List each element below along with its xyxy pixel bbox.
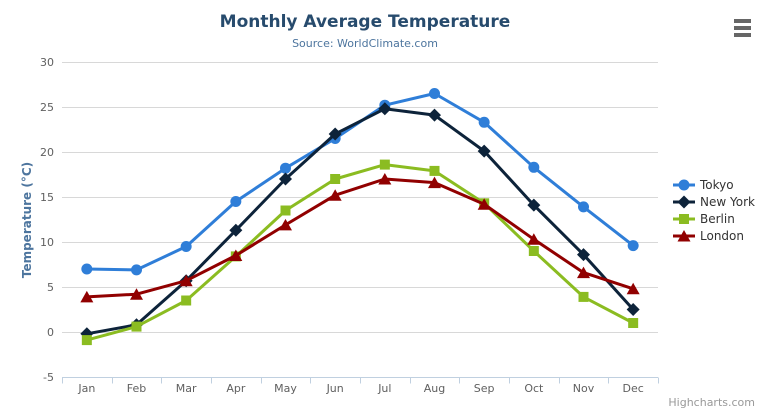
x-axis-label: Dec <box>623 382 644 395</box>
y-axis-label: 15 <box>40 191 54 204</box>
series-new-york <box>80 102 640 341</box>
x-axis-label: Sep <box>474 382 495 395</box>
data-point-tokyo-mar[interactable] <box>180 241 192 252</box>
legend-item-london[interactable]: London <box>673 228 755 244</box>
y-axis-label: 5 <box>47 281 54 294</box>
legend-symbol-marker <box>677 230 691 242</box>
y-axis-label: 20 <box>40 146 54 159</box>
data-point-london-mar[interactable] <box>179 274 193 287</box>
data-point-tokyo-may[interactable] <box>280 162 291 174</box>
legend-symbol <box>673 195 695 209</box>
data-point-london-dec[interactable] <box>626 282 640 295</box>
legend-label: London <box>700 229 744 243</box>
y-axis-label: -5 <box>43 371 54 384</box>
data-point-berlin-jun[interactable] <box>330 174 341 184</box>
x-axis-label: Jun <box>326 382 344 395</box>
x-axis-label: Mar <box>176 382 197 395</box>
data-point-berlin-dec[interactable] <box>628 318 639 328</box>
data-point-new-york-nov[interactable] <box>577 248 590 262</box>
legend-symbol-marker <box>677 195 691 209</box>
y-axis-label: 25 <box>40 101 54 114</box>
series-tokyo <box>81 88 639 276</box>
data-point-london-nov[interactable] <box>577 266 590 279</box>
data-point-new-york-dec[interactable] <box>626 303 640 316</box>
credits-link[interactable]: Highcharts.com <box>668 396 755 409</box>
hamburger-icon <box>733 19 751 37</box>
x-axis-label: Jul <box>377 382 391 395</box>
data-point-tokyo-jan[interactable] <box>81 263 93 275</box>
data-point-berlin-feb[interactable] <box>131 321 142 332</box>
data-point-london-feb[interactable] <box>130 288 143 300</box>
export-menu-button[interactable] <box>729 16 755 40</box>
x-axis-label: Jan <box>77 382 95 395</box>
data-point-tokyo-feb[interactable] <box>131 264 142 276</box>
series-line-berlin[interactable] <box>85 163 635 342</box>
data-point-berlin-may[interactable] <box>280 205 291 216</box>
data-point-tokyo-dec[interactable] <box>627 240 639 252</box>
x-axis-label: Oct <box>524 382 544 395</box>
chart-subtitle: Source: WorldClimate.com <box>292 37 438 50</box>
data-point-london-oct[interactable] <box>527 233 541 245</box>
data-point-london-sep[interactable] <box>477 198 491 210</box>
data-point-berlin-oct[interactable] <box>528 246 539 256</box>
legend-item-tokyo[interactable]: Tokyo <box>673 177 755 193</box>
data-point-tokyo-sep[interactable] <box>478 116 490 128</box>
legend-symbol <box>673 214 695 224</box>
legend: Tokyo New York Berlin London <box>673 177 755 245</box>
legend-symbol-marker <box>678 179 690 191</box>
chart-title: Monthly Average Temperature <box>219 12 511 32</box>
y-axis-label: 0 <box>47 326 54 339</box>
data-point-new-york-apr[interactable] <box>229 223 243 237</box>
data-point-tokyo-oct[interactable] <box>528 161 540 173</box>
legend-label: Tokyo <box>700 178 734 192</box>
x-axis-label: Apr <box>226 382 246 395</box>
x-axis-label: Aug <box>424 382 445 395</box>
data-point-berlin-mar[interactable] <box>181 295 192 306</box>
data-point-new-york-may[interactable] <box>279 172 292 186</box>
legend-label: Berlin <box>700 212 735 226</box>
series-line-new-york[interactable] <box>85 107 635 336</box>
y-axis-label: 10 <box>40 236 54 249</box>
data-point-new-york-jun[interactable] <box>328 127 342 141</box>
x-axis-label: Nov <box>573 382 595 395</box>
legend-item-new-york[interactable]: New York <box>673 194 755 210</box>
series-london <box>80 173 640 303</box>
data-point-berlin-jan[interactable] <box>81 335 92 346</box>
legend-symbol-marker <box>679 214 689 224</box>
data-point-tokyo-apr[interactable] <box>230 196 242 207</box>
data-point-tokyo-nov[interactable] <box>578 201 589 213</box>
data-point-berlin-aug[interactable] <box>429 165 440 176</box>
series-line-london[interactable] <box>85 177 635 299</box>
legend-label: New York <box>700 195 755 209</box>
data-point-new-york-aug[interactable] <box>428 108 441 122</box>
data-point-new-york-oct[interactable] <box>527 198 541 212</box>
data-point-london-aug[interactable] <box>428 176 441 189</box>
data-point-london-apr[interactable] <box>229 249 243 262</box>
data-point-berlin-jul[interactable] <box>379 159 390 170</box>
data-point-london-jan[interactable] <box>80 290 94 303</box>
x-axis-label: May <box>274 382 297 395</box>
legend-symbol <box>673 179 695 191</box>
y-axis-label: 30 <box>40 56 54 69</box>
legend-symbol <box>673 230 695 242</box>
data-point-london-jul[interactable] <box>378 173 392 185</box>
data-point-new-york-sep[interactable] <box>477 144 491 158</box>
data-point-london-may[interactable] <box>279 218 292 231</box>
data-point-tokyo-aug[interactable] <box>429 88 440 99</box>
x-axis-label: Feb <box>127 382 146 395</box>
data-point-berlin-nov[interactable] <box>578 291 589 302</box>
data-point-new-york-jul[interactable] <box>378 102 392 116</box>
data-point-london-jun[interactable] <box>328 189 342 201</box>
legend-item-berlin[interactable]: Berlin <box>673 211 755 227</box>
